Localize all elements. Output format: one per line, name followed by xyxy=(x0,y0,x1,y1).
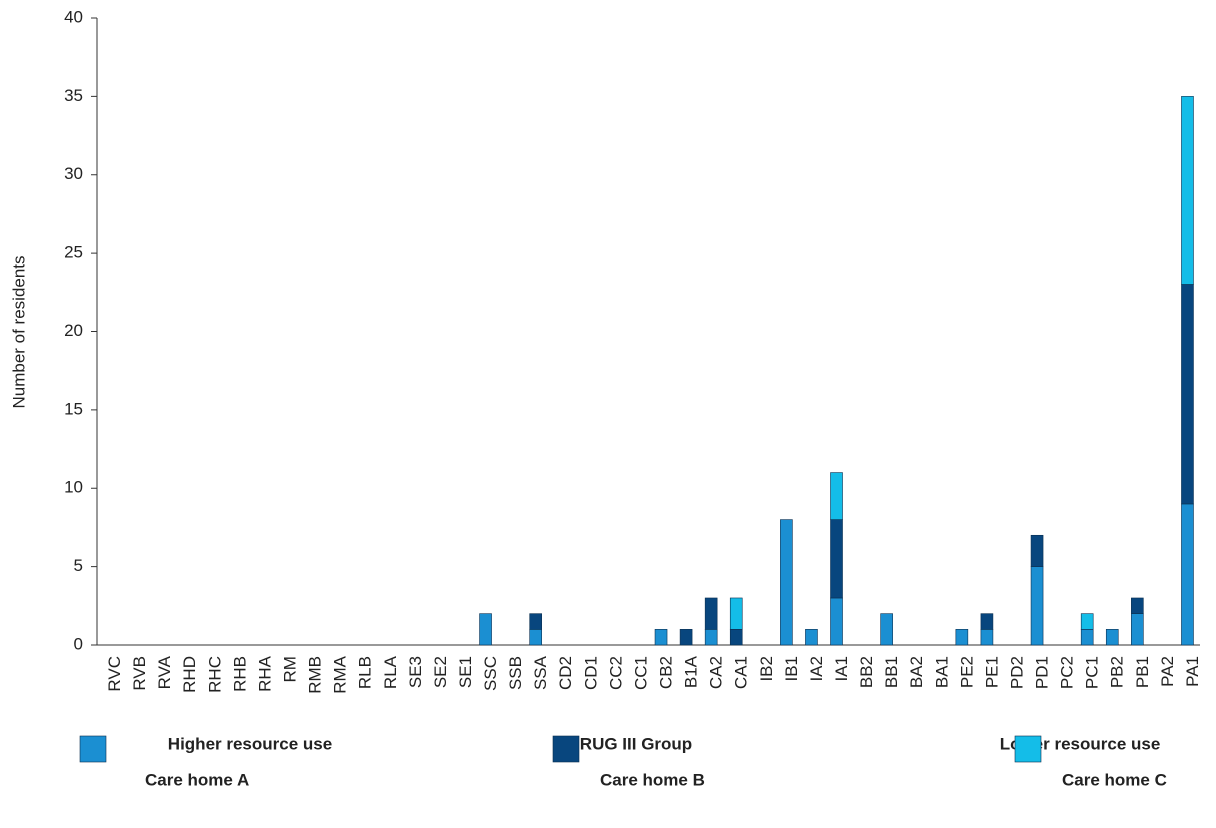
x-tick-label: SE3 xyxy=(406,656,425,688)
bar-segment xyxy=(729,597,743,630)
bar-segment xyxy=(830,472,843,520)
x-tick-label: PA1 xyxy=(1183,656,1202,687)
legend-swatch xyxy=(1014,735,1042,763)
bar-segment xyxy=(1181,284,1194,505)
bar-segment xyxy=(529,613,542,630)
bar-segment xyxy=(1105,629,1119,646)
x-tick-label: PC2 xyxy=(1058,656,1077,689)
x-tick-label: SSA xyxy=(531,655,550,690)
bar-segment xyxy=(479,613,492,646)
x-tick-label: RHD xyxy=(180,656,199,693)
x-tick-label: PD2 xyxy=(1007,656,1026,689)
legend-swatch xyxy=(79,735,107,763)
x-tick-label: CD2 xyxy=(556,656,575,690)
x-tick-label: RLA xyxy=(381,655,400,689)
group-label: Higher resource use xyxy=(168,734,332,753)
bar-segment xyxy=(1181,96,1194,285)
bar-segment xyxy=(830,597,843,646)
y-tick-label: 15 xyxy=(64,399,83,418)
bar-segment xyxy=(830,519,843,599)
y-axis-label: Number of residents xyxy=(9,255,28,408)
bar-segment xyxy=(679,629,693,646)
x-tick-label: RHB xyxy=(230,656,249,692)
x-tick-label: BA2 xyxy=(907,656,926,688)
bar-segment xyxy=(729,629,743,646)
legend-swatch xyxy=(552,735,580,763)
bar-segment xyxy=(704,597,718,630)
x-tick-label: SSC xyxy=(481,656,500,691)
group-label: RUG III Group xyxy=(580,734,692,753)
y-tick-label: 10 xyxy=(64,478,83,497)
bar-segment xyxy=(1030,566,1044,646)
bar-segment xyxy=(955,629,969,646)
x-tick-label: RMA xyxy=(331,655,350,693)
x-tick-label: CB2 xyxy=(657,656,676,689)
x-tick-label: PB1 xyxy=(1133,656,1152,688)
legend-label: Care home C xyxy=(1062,770,1167,789)
y-tick-label: 5 xyxy=(74,556,83,575)
bar-segment xyxy=(1080,629,1094,646)
x-tick-label: RVC xyxy=(105,656,124,692)
y-tick-label: 30 xyxy=(64,164,83,183)
x-tick-label: IB2 xyxy=(757,656,776,682)
bar-segment xyxy=(805,629,818,646)
x-tick-label: CC1 xyxy=(631,656,650,690)
x-tick-label: PB2 xyxy=(1108,656,1127,688)
bar-segment xyxy=(980,629,994,646)
x-tick-label: CD1 xyxy=(581,656,600,690)
bar-segment xyxy=(1030,534,1044,567)
x-tick-label: RHC xyxy=(205,656,224,693)
legend-label: Care home B xyxy=(600,770,705,789)
x-tick-label: PC1 xyxy=(1083,656,1102,689)
y-tick-label: 20 xyxy=(64,321,83,340)
x-tick-label: CA2 xyxy=(707,656,726,689)
bar-segment xyxy=(1131,613,1144,646)
x-tick-label: RVB xyxy=(130,656,149,691)
x-tick-label: BB2 xyxy=(857,656,876,688)
bar-segment xyxy=(980,613,994,630)
x-tick-label: RLB xyxy=(356,656,375,689)
x-tick-label: PA2 xyxy=(1158,656,1177,687)
bar-segment xyxy=(1131,597,1144,614)
x-tick-label: IA2 xyxy=(807,656,826,682)
x-tick-label: PE1 xyxy=(982,656,1001,688)
x-tick-label: RM xyxy=(280,656,299,682)
x-tick-label: SSB xyxy=(506,656,525,690)
bar-segment xyxy=(1181,503,1194,646)
y-tick-label: 0 xyxy=(74,634,83,653)
y-tick-label: 35 xyxy=(64,86,83,105)
x-tick-label: PE2 xyxy=(957,656,976,688)
x-tick-label: SE2 xyxy=(431,656,450,688)
bar-segment xyxy=(529,629,542,646)
bar-segment xyxy=(1080,613,1094,630)
y-tick-label: 40 xyxy=(64,7,83,26)
bar-segment xyxy=(704,629,718,646)
bar-segment xyxy=(654,629,668,646)
x-tick-label: B1A xyxy=(682,655,701,688)
x-tick-label: PD1 xyxy=(1033,656,1052,689)
x-tick-label: IB1 xyxy=(782,656,801,682)
x-tick-label: BB1 xyxy=(882,656,901,688)
x-tick-label: BA1 xyxy=(932,656,951,688)
bar-segment xyxy=(880,613,893,646)
x-tick-label: RMB xyxy=(306,656,325,694)
x-tick-label: CA1 xyxy=(732,656,751,689)
x-tick-label: IA1 xyxy=(832,656,851,682)
x-tick-label: SE1 xyxy=(456,656,475,688)
x-tick-label: RHA xyxy=(255,655,274,692)
y-tick-label: 25 xyxy=(64,243,83,262)
x-tick-label: RVA xyxy=(155,655,174,689)
legend-label: Care home A xyxy=(145,770,249,789)
bar-segment xyxy=(780,519,793,646)
x-tick-label: CC2 xyxy=(606,656,625,690)
